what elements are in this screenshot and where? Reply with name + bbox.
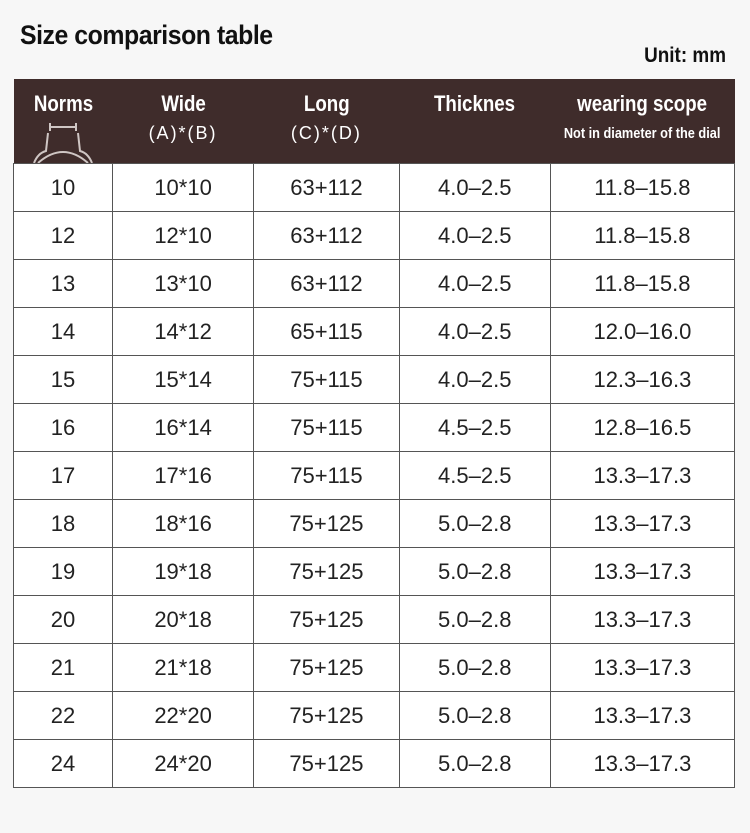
cell-long: 75+115 — [253, 403, 400, 452]
cell-thickness: 4.5–2.5 — [398, 403, 551, 452]
header-title: Norms — [33, 91, 93, 116]
cell-long: 63+112 — [253, 211, 400, 260]
cell-wide: 22*20 — [111, 691, 255, 740]
table-row: 22 22*20 75+125 5.0–2.8 13.3–17.3 — [13, 691, 736, 740]
cell-wearing-scope: 13.3–17.3 — [549, 547, 736, 596]
cell-wide: 15*14 — [111, 355, 255, 404]
cell-thickness: 4.0–2.5 — [398, 163, 551, 212]
table-row: 16 16*14 75+115 4.5–2.5 12.8–16.5 — [13, 403, 736, 452]
cell-long: 75+125 — [253, 739, 400, 788]
cell-long: 65+115 — [253, 307, 400, 356]
cell-wide: 14*12 — [111, 307, 255, 356]
cell-long: 75+125 — [253, 643, 400, 692]
cell-thickness: 5.0–2.8 — [398, 547, 551, 596]
table-row: 21 21*18 75+125 5.0–2.8 13.3–17.3 — [13, 643, 736, 692]
header-subtitle: (C)*(D) — [290, 123, 362, 143]
cell-long: 75+125 — [253, 547, 400, 596]
cell-long: 75+115 — [253, 355, 400, 404]
table-row: 20 20*18 75+125 5.0–2.8 13.3–17.3 — [13, 595, 736, 644]
cell-thickness: 5.0–2.8 — [398, 643, 551, 692]
cell-long: 75+125 — [253, 499, 400, 548]
cell-wearing-scope: 13.3–17.3 — [549, 451, 736, 500]
cell-thickness: 5.0–2.8 — [398, 499, 551, 548]
cell-wide: 19*18 — [111, 547, 255, 596]
header-wearing-scope: wearing scope Not in diameter of the dia… — [550, 79, 735, 164]
cell-norm: 17 — [13, 451, 113, 500]
cell-wearing-scope: 11.8–15.8 — [549, 259, 736, 308]
header-title: Long — [303, 91, 350, 116]
cell-wearing-scope: 12.3–16.3 — [549, 355, 736, 404]
cell-norm: 21 — [13, 643, 113, 692]
cell-long: 63+112 — [253, 163, 400, 212]
cell-norm: 12 — [13, 211, 113, 260]
table-row: 15 15*14 75+115 4.0–2.5 12.3–16.3 — [13, 355, 736, 404]
cell-wearing-scope: 13.3–17.3 — [549, 595, 736, 644]
cell-wearing-scope: 11.8–15.8 — [549, 211, 736, 260]
cell-wearing-scope: 11.8–15.8 — [549, 163, 736, 212]
cell-wide: 12*10 — [111, 211, 255, 260]
cell-thickness: 4.0–2.5 — [398, 211, 551, 260]
cell-wearing-scope: 13.3–17.3 — [549, 499, 736, 548]
cell-norm: 13 — [13, 259, 113, 308]
cell-norm: 20 — [13, 595, 113, 644]
header-subtitle: (A)*(B) — [148, 123, 218, 143]
cell-thickness: 4.0–2.5 — [398, 259, 551, 308]
cell-wide: 18*16 — [111, 499, 255, 548]
cell-wide: 20*18 — [111, 595, 255, 644]
cell-thickness: 5.0–2.8 — [398, 691, 551, 740]
cell-wide: 17*16 — [111, 451, 255, 500]
cell-wide: 13*10 — [111, 259, 255, 308]
table-row: 19 19*18 75+125 5.0–2.8 13.3–17.3 — [13, 547, 736, 596]
cell-long: 75+125 — [253, 595, 400, 644]
cell-long: 75+115 — [253, 451, 400, 500]
header-wide: Wide (A)*(B) — [112, 79, 254, 164]
cell-wearing-scope: 12.0–16.0 — [549, 307, 736, 356]
page-title: Size comparison table — [20, 20, 273, 50]
cell-long: 63+112 — [253, 259, 400, 308]
cell-norm: 18 — [13, 499, 113, 548]
cell-norm: 14 — [13, 307, 113, 356]
table-row: 14 14*12 65+115 4.0–2.5 12.0–16.0 — [13, 307, 736, 356]
header-row: Norms Wide (A)*(B) Long (C)*(D) Thickne — [13, 79, 735, 164]
cell-thickness: 4.0–2.5 — [398, 355, 551, 404]
size-table: Norms Wide (A)*(B) Long (C)*(D) Thickne — [13, 79, 736, 788]
unit-label: Unit: mm — [644, 44, 726, 67]
cell-thickness: 5.0–2.8 — [398, 595, 551, 644]
header-norms: Norms — [13, 79, 113, 164]
table-row: 13 13*10 63+112 4.0–2.5 11.8–15.8 — [13, 259, 736, 308]
header-title: wearing scope — [577, 91, 708, 116]
table-row: 18 18*16 75+125 5.0–2.8 13.3–17.3 — [13, 499, 736, 548]
table-row: 12 12*10 63+112 4.0–2.5 11.8–15.8 — [13, 211, 736, 260]
cell-wearing-scope: 13.3–17.3 — [549, 643, 736, 692]
header-title: Wide — [160, 91, 206, 116]
table-row: 10 10*10 63+112 4.0–2.5 11.8–15.8 — [13, 163, 736, 212]
header-title: Thicknes — [434, 91, 516, 116]
table-row: 17 17*16 75+115 4.5–2.5 13.3–17.3 — [13, 451, 736, 500]
cell-norm: 10 — [13, 163, 113, 212]
cell-norm: 19 — [13, 547, 113, 596]
cell-wearing-scope: 13.3–17.3 — [549, 739, 736, 788]
header-thickness: Thicknes — [399, 79, 551, 164]
cell-norm: 16 — [13, 403, 113, 452]
cell-wide: 16*14 — [111, 403, 255, 452]
header-subtitle: Not in diameter of the dial — [564, 125, 721, 142]
cell-wide: 21*18 — [111, 643, 255, 692]
cell-wearing-scope: 13.3–17.3 — [549, 691, 736, 740]
cell-thickness: 4.0–2.5 — [398, 307, 551, 356]
cell-norm: 15 — [13, 355, 113, 404]
cell-wearing-scope: 12.8–16.5 — [549, 403, 736, 452]
cell-norm: 22 — [13, 691, 113, 740]
table-row: 24 24*20 75+125 5.0–2.8 13.3–17.3 — [13, 739, 736, 788]
cell-wide: 24*20 — [111, 739, 255, 788]
cell-thickness: 5.0–2.8 — [398, 739, 551, 788]
cell-norm: 24 — [13, 739, 113, 788]
watch-icon — [33, 123, 93, 163]
cell-long: 75+125 — [253, 691, 400, 740]
cell-thickness: 4.5–2.5 — [398, 451, 551, 500]
cell-wide: 10*10 — [111, 163, 255, 212]
header-long: Long (C)*(D) — [253, 79, 400, 164]
